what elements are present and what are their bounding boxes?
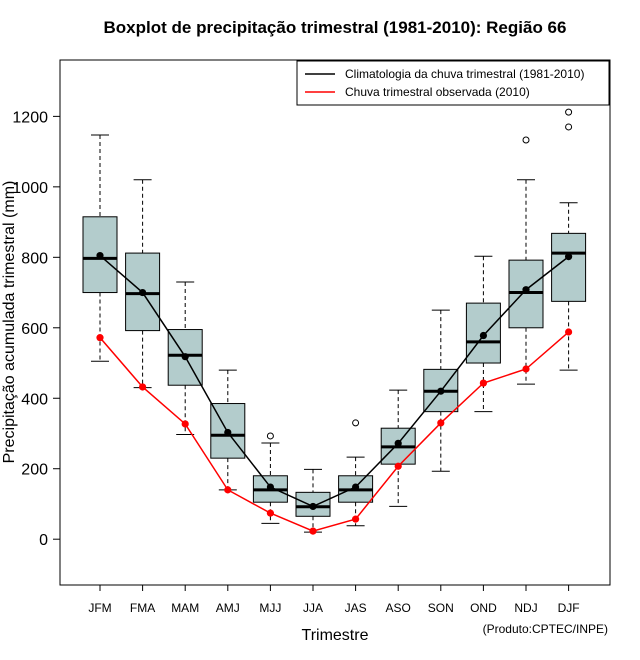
legend-box bbox=[296, 60, 610, 106]
series-point-observed bbox=[352, 515, 360, 523]
series-line-climatology bbox=[99, 254, 570, 508]
x-tick-label: MAM bbox=[171, 601, 199, 615]
series-point-climatology bbox=[565, 253, 573, 261]
box-ASO bbox=[380, 389, 416, 507]
series-point-observed bbox=[181, 420, 189, 428]
y-tick-label: 1200 bbox=[12, 109, 48, 126]
chart-title: Boxplot de precipitação trimestral (1981… bbox=[104, 18, 567, 37]
outlier-point bbox=[352, 419, 360, 427]
y-axis: 0 200 400 600 800 1000 1200 bbox=[12, 109, 61, 549]
series-point-observed bbox=[139, 383, 147, 391]
series-point-climatology bbox=[394, 439, 402, 447]
x-tick-label: AMJ bbox=[216, 601, 240, 615]
box-JFM bbox=[82, 134, 118, 362]
x-tick-label: MJJ bbox=[259, 601, 281, 615]
series-point-observed bbox=[394, 462, 402, 470]
series-point-observed bbox=[266, 509, 274, 517]
y-tick-label: 200 bbox=[21, 462, 48, 479]
series-point-climatology bbox=[224, 428, 232, 437]
y-axis-label: Precipitação acumulada trimestral (mm) bbox=[1, 181, 18, 464]
series-point-observed bbox=[224, 486, 232, 494]
outlier-point bbox=[266, 432, 274, 440]
x-tick-label: OND bbox=[470, 601, 497, 615]
legend: Climatologia da chuva trimestral (1981-2… bbox=[296, 60, 610, 106]
box-DJF bbox=[551, 108, 587, 371]
box-FMA bbox=[125, 179, 161, 389]
series-point-climatology bbox=[352, 483, 360, 491]
legend-label-observed: Chuva trimestral observada (2010) bbox=[345, 85, 530, 99]
series-point-observed bbox=[479, 379, 487, 387]
series-point-climatology bbox=[96, 251, 104, 260]
series-line-observed bbox=[99, 331, 570, 532]
x-tick-label: JFM bbox=[88, 601, 111, 615]
series-point-observed bbox=[437, 419, 445, 427]
outlier-point bbox=[565, 108, 573, 116]
x-tick-label: DJF bbox=[558, 601, 580, 615]
boxes bbox=[82, 108, 587, 533]
series-point-observed bbox=[522, 365, 530, 373]
series-point-climatology bbox=[139, 288, 147, 297]
box-NDJ bbox=[508, 136, 544, 385]
series-point-climatology bbox=[181, 353, 189, 361]
box-JAS bbox=[338, 419, 374, 527]
credit-text: (Produto:CPTEC/INPE) bbox=[483, 622, 608, 636]
legend-label-climatology: Climatologia da chuva trimestral (1981-2… bbox=[345, 67, 584, 81]
box-body bbox=[551, 232, 587, 302]
x-tick-label: JAS bbox=[345, 601, 367, 615]
y-tick-label: 1000 bbox=[12, 180, 48, 197]
series-point-climatology bbox=[437, 387, 445, 395]
y-tick-label: 0 bbox=[39, 532, 48, 549]
y-tick-label: 400 bbox=[21, 391, 48, 408]
x-axis: JFM FMA MAM AMJ MJJ JJA JAS ASO SON OND NDJ DJF bbox=[88, 585, 580, 615]
y-tick-label: 600 bbox=[21, 321, 48, 338]
series-lines bbox=[96, 251, 573, 535]
x-tick-label: SON bbox=[428, 601, 454, 615]
series-point-climatology bbox=[522, 286, 530, 294]
outlier-point bbox=[565, 123, 573, 131]
x-tick-label: NDJ bbox=[514, 601, 537, 615]
x-tick-label: ASO bbox=[386, 601, 411, 615]
x-tick-label: FMA bbox=[130, 601, 155, 615]
outlier-point bbox=[522, 136, 530, 144]
series-point-climatology bbox=[266, 483, 274, 491]
series-point-climatology bbox=[479, 331, 487, 340]
series-point-climatology bbox=[309, 502, 317, 511]
x-axis-label: Trimestre bbox=[302, 627, 369, 644]
series-point-observed bbox=[309, 527, 317, 535]
x-tick-label: JJA bbox=[303, 601, 323, 615]
series-point-observed bbox=[565, 328, 573, 336]
y-tick-label: 800 bbox=[21, 250, 48, 267]
series-point-observed bbox=[96, 334, 104, 342]
